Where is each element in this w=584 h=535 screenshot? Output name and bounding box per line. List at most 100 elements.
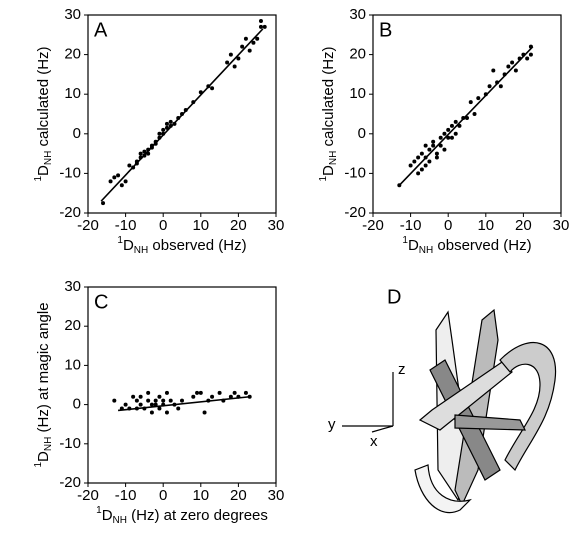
y-tick-label: 30 — [349, 6, 366, 23]
point — [438, 143, 443, 148]
point — [408, 163, 413, 168]
y-tick-label: 20 — [64, 46, 81, 63]
y-tick-label: 10 — [64, 356, 81, 373]
point — [412, 159, 417, 164]
y-tick-label: 0 — [358, 125, 366, 142]
point — [168, 119, 173, 124]
y-tick-label: -20 — [59, 474, 81, 491]
x-axis-label: 1DNH observed (Hz) — [117, 235, 246, 256]
point — [176, 406, 181, 411]
x-tick-label: -20 — [77, 217, 99, 234]
y-tick-label: 10 — [349, 85, 366, 102]
y-tick-label: 30 — [64, 6, 81, 23]
y-tick-label: 20 — [64, 317, 81, 334]
point — [453, 131, 458, 136]
plot-frame — [87, 14, 277, 214]
y-tick-label: 10 — [64, 85, 81, 102]
point — [198, 390, 203, 395]
point — [446, 127, 451, 132]
panel-label: A — [94, 19, 108, 41]
point — [255, 36, 260, 41]
point — [146, 398, 151, 403]
point — [446, 135, 451, 140]
point — [423, 143, 428, 148]
point — [491, 68, 496, 73]
x-axis-label-part: D — [408, 237, 419, 254]
x-tick-label: 20 — [230, 487, 247, 504]
x-tick-label: 30 — [553, 217, 570, 234]
x-axis-label-part: 1 — [402, 235, 408, 246]
point — [528, 52, 533, 57]
y-tick-label: 30 — [64, 278, 81, 295]
y-axis-label-part: D — [320, 165, 337, 176]
point — [180, 398, 184, 403]
point — [138, 394, 143, 399]
y-axis-label-part: (Hz) at magic angle — [35, 302, 52, 436]
y-axis-label: 1DNH calculated (Hz) — [33, 46, 54, 181]
point — [468, 100, 473, 105]
x-axis-label-part: observed (Hz) — [433, 237, 531, 254]
point — [225, 60, 230, 65]
point — [131, 394, 136, 399]
point — [438, 135, 443, 140]
point — [427, 147, 432, 152]
point — [453, 119, 458, 124]
point — [116, 173, 121, 178]
point — [210, 394, 215, 399]
point — [168, 398, 173, 403]
x-tick-label: -10 — [400, 217, 422, 234]
x-tick-label: 0 — [159, 487, 167, 504]
point — [153, 398, 158, 403]
point — [449, 123, 454, 128]
x-tick-label: -20 — [77, 487, 99, 504]
x-axis-label: 1DNH observed (Hz) — [402, 235, 531, 256]
ribbon — [414, 308, 557, 514]
point — [487, 84, 492, 89]
x-tick-label: 0 — [444, 217, 452, 234]
point — [472, 112, 477, 116]
point — [498, 84, 503, 89]
point — [202, 410, 207, 415]
y-tick-label: -20 — [344, 204, 366, 221]
point — [108, 179, 113, 184]
point — [228, 394, 233, 399]
y-axis-label-part: 1 — [33, 176, 44, 182]
point — [442, 131, 447, 136]
x-tick-label: 20 — [230, 217, 247, 234]
x-tick-label: 0 — [159, 217, 167, 234]
x-axis-label-part: NH — [113, 515, 127, 526]
point — [210, 86, 215, 91]
x-tick-label: 30 — [268, 487, 285, 504]
point — [251, 40, 256, 45]
y-tick-label: -20 — [59, 204, 81, 221]
x-axis-label-part: D — [123, 237, 134, 254]
fit-line — [398, 46, 534, 186]
point — [123, 402, 128, 407]
point — [195, 390, 200, 395]
y-tick-label: -10 — [59, 164, 81, 181]
y-axis-label-part: 1 — [318, 176, 329, 182]
fit-line — [117, 395, 250, 412]
point — [127, 163, 132, 168]
axis-triad — [342, 372, 394, 433]
point — [434, 155, 439, 160]
point — [247, 48, 252, 53]
point — [157, 131, 162, 136]
x-tick-label: -10 — [115, 487, 137, 504]
y-axis-label-part: NH — [43, 151, 54, 165]
point — [416, 171, 421, 176]
y-axis-label: 1DNH (Hz) at magic angle — [33, 302, 54, 467]
point — [258, 18, 263, 23]
y-tick-label: -10 — [344, 164, 366, 181]
point — [157, 406, 162, 411]
point — [232, 64, 237, 69]
y-axis-label-part: calculated (Hz) — [320, 46, 337, 150]
y-axis-label-part: calculated (Hz) — [35, 46, 52, 150]
point — [119, 183, 124, 188]
point — [161, 127, 166, 132]
point — [510, 60, 515, 65]
x-tick-label: 20 — [515, 217, 532, 234]
point — [525, 56, 530, 61]
point — [101, 201, 106, 206]
